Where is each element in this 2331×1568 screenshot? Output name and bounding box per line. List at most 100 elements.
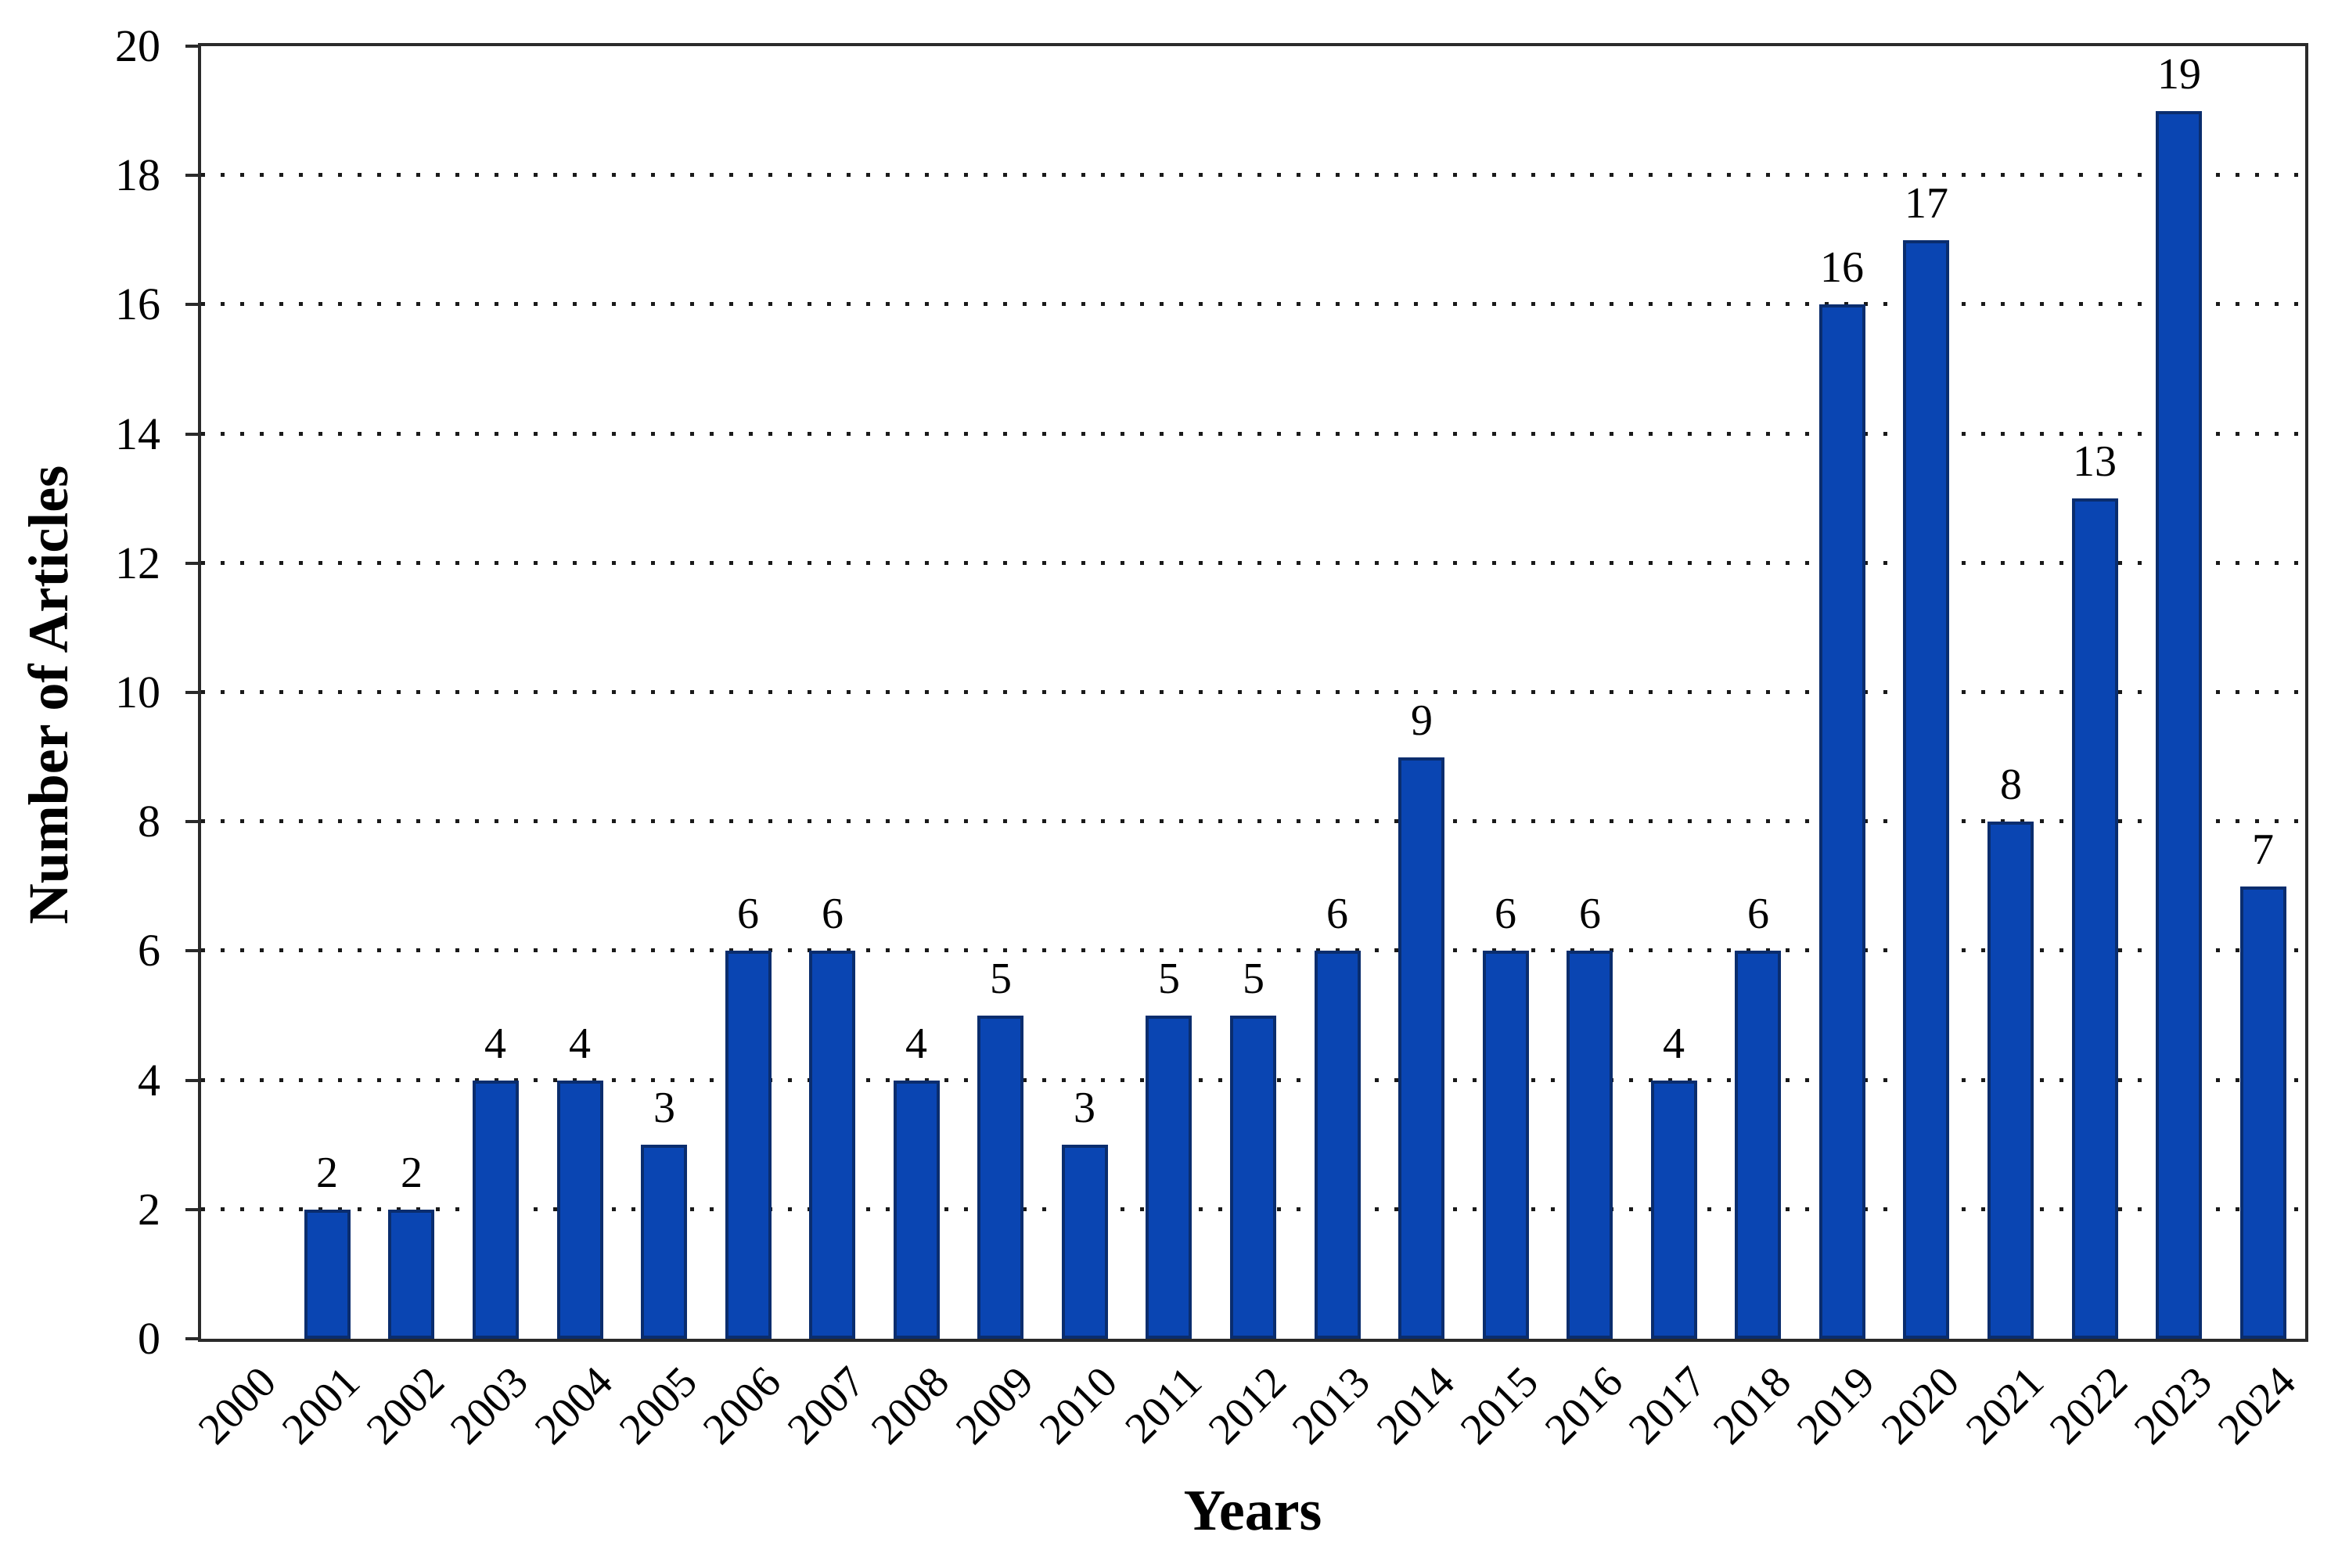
bar-value-label-2020: 17 xyxy=(1905,179,1948,228)
bar-2014 xyxy=(1398,757,1444,1339)
gridline-y16 xyxy=(201,302,2305,307)
x-tick-label-2005: 2005 xyxy=(610,1358,707,1455)
bar-2012 xyxy=(1230,1016,1276,1339)
bar-value-label-2008: 4 xyxy=(905,1020,927,1068)
x-tick-label-2022: 2022 xyxy=(2040,1358,2137,1455)
gridline-y18 xyxy=(201,173,2305,178)
x-tick-label-2017: 2017 xyxy=(1619,1358,1716,1455)
bar-value-label-2023: 19 xyxy=(2157,50,2201,99)
y-tick-label-16: 16 xyxy=(115,279,160,329)
x-tick-label-2023: 2023 xyxy=(2124,1358,2221,1455)
bar-2010 xyxy=(1062,1145,1108,1339)
bar-value-label-2013: 6 xyxy=(1326,890,1348,938)
bar-2003 xyxy=(473,1081,519,1339)
bar-value-label-2014: 9 xyxy=(1411,696,1433,745)
y-tick-label-18: 18 xyxy=(115,149,160,200)
bar-value-label-2016: 6 xyxy=(1579,890,1601,938)
x-tick-label-2014: 2014 xyxy=(1367,1358,1464,1455)
y-tick-label-6: 6 xyxy=(138,925,160,976)
x-tick-label-2010: 2010 xyxy=(1030,1358,1127,1455)
x-tick-label-2019: 2019 xyxy=(1787,1358,1884,1455)
bar-2007 xyxy=(809,951,855,1339)
gridline-y8 xyxy=(201,819,2305,824)
bar-2011 xyxy=(1146,1016,1192,1339)
bar-value-label-2001: 2 xyxy=(316,1149,338,1197)
x-tick-label-2018: 2018 xyxy=(1703,1358,1800,1455)
x-tick-label-2011: 2011 xyxy=(1116,1358,1211,1453)
bar-2020 xyxy=(1903,240,1949,1339)
bar-2023 xyxy=(2156,111,2202,1339)
bar-value-label-2009: 5 xyxy=(990,955,1012,1003)
x-tick-label-2009: 2009 xyxy=(946,1358,1043,1455)
x-tick-label-2016: 2016 xyxy=(1535,1358,1632,1455)
x-tick-label-2006: 2006 xyxy=(693,1358,790,1455)
y-tick-label-0: 0 xyxy=(138,1313,160,1364)
bar-2002 xyxy=(388,1210,434,1339)
bar-2001 xyxy=(304,1210,351,1339)
x-tick-label-2002: 2002 xyxy=(357,1358,454,1455)
y-tick-label-20: 20 xyxy=(115,20,160,71)
x-tick-label-2020: 2020 xyxy=(1872,1358,1969,1455)
x-tick-label-2024: 2024 xyxy=(2208,1358,2305,1455)
y-tick-mark-10 xyxy=(185,691,198,694)
bar-value-label-2021: 8 xyxy=(2000,761,2022,809)
gridline-y6 xyxy=(201,948,2305,953)
bar-2017 xyxy=(1651,1081,1697,1339)
x-tick-label-2008: 2008 xyxy=(862,1358,959,1455)
bar-value-label-2022: 13 xyxy=(2073,437,2117,486)
y-tick-label-2: 2 xyxy=(138,1184,160,1235)
y-tick-mark-12 xyxy=(185,562,198,565)
bar-2024 xyxy=(2240,886,2286,1339)
y-tick-mark-4 xyxy=(185,1079,198,1082)
y-tick-label-10: 10 xyxy=(115,667,160,717)
bar-value-label-2003: 4 xyxy=(484,1020,506,1068)
bar-2006 xyxy=(725,951,772,1339)
bar-2004 xyxy=(557,1081,603,1339)
x-tick-label-2001: 2001 xyxy=(272,1358,369,1455)
bar-value-label-2024: 7 xyxy=(2252,825,2274,874)
bar-value-label-2012: 5 xyxy=(1243,955,1264,1003)
bar-2013 xyxy=(1315,951,1361,1339)
bar-value-label-2005: 3 xyxy=(653,1084,675,1132)
x-tick-label-2013: 2013 xyxy=(1282,1358,1380,1455)
y-tick-mark-18 xyxy=(185,174,198,177)
gridline-y14 xyxy=(201,431,2305,436)
bar-2022 xyxy=(2072,498,2118,1339)
bar-2018 xyxy=(1735,951,1781,1339)
y-tick-label-8: 8 xyxy=(138,796,160,847)
y-tick-mark-0 xyxy=(185,1337,198,1340)
y-tick-label-4: 4 xyxy=(138,1055,160,1106)
x-tick-label-2003: 2003 xyxy=(441,1358,538,1455)
y-tick-label-12: 12 xyxy=(115,538,160,588)
x-tick-label-2000: 2000 xyxy=(189,1358,286,1455)
y-tick-mark-2 xyxy=(185,1208,198,1211)
x-axis-title: Years xyxy=(1183,1479,1322,1543)
gridline-y12 xyxy=(201,560,2305,565)
bar-value-label-2018: 6 xyxy=(1747,890,1769,938)
bar-value-label-2004: 4 xyxy=(569,1020,591,1068)
bar-2005 xyxy=(641,1145,687,1339)
x-tick-label-2015: 2015 xyxy=(1451,1358,1548,1455)
bar-value-label-2019: 16 xyxy=(1820,243,1864,292)
y-tick-mark-20 xyxy=(185,45,198,48)
bar-value-label-2010: 3 xyxy=(1074,1084,1095,1132)
x-tick-label-2007: 2007 xyxy=(778,1358,875,1455)
bar-2009 xyxy=(977,1016,1023,1339)
bar-2021 xyxy=(1987,822,2034,1339)
bar-2015 xyxy=(1483,951,1529,1339)
gridline-y10 xyxy=(201,690,2305,694)
bar-value-label-2015: 6 xyxy=(1495,890,1516,938)
bar-value-label-2017: 4 xyxy=(1663,1020,1685,1068)
x-tick-label-2004: 2004 xyxy=(525,1358,622,1455)
y-tick-mark-6 xyxy=(185,949,198,952)
bar-value-label-2011: 5 xyxy=(1158,955,1180,1003)
y-tick-mark-16 xyxy=(185,303,198,306)
y-tick-mark-14 xyxy=(185,433,198,436)
bar-2016 xyxy=(1567,951,1613,1339)
bar-2008 xyxy=(894,1081,940,1339)
x-tick-label-2012: 2012 xyxy=(1199,1358,1296,1455)
plot-area: 2 2 4 4 3 6 6 4 5 3 5 5 6 9 6 6 4 6 16 17 8 13 19 7 xyxy=(198,43,2308,1342)
y-tick-label-14: 14 xyxy=(115,408,160,459)
y-tick-mark-8 xyxy=(185,820,198,823)
